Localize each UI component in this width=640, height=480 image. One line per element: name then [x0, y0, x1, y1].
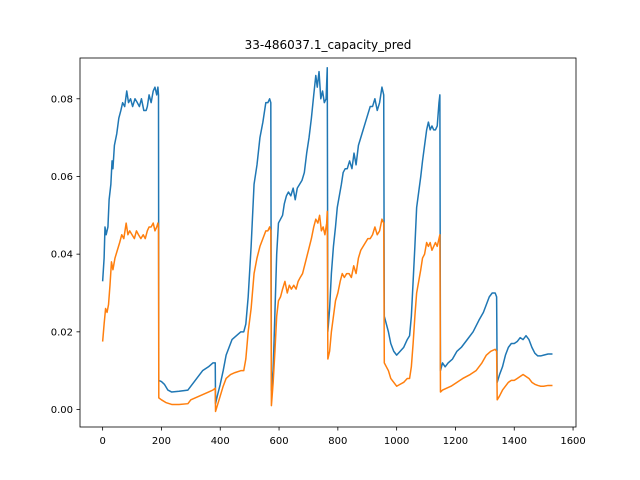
x-tick-label: 1400	[502, 436, 527, 447]
y-tick-label: 0.02	[51, 327, 73, 338]
x-tick-label: 1000	[384, 436, 409, 447]
x-axis-ticks: 0 200 400 600 800 1000 1200 1400 1600	[99, 427, 586, 447]
x-tick-label: 400	[211, 436, 230, 447]
y-tick-label: 0.06	[51, 172, 73, 183]
x-tick-label: 1200	[443, 436, 468, 447]
series-line-1	[101, 66, 553, 405]
x-tick-label: 600	[269, 436, 288, 447]
series-layer	[101, 66, 553, 413]
x-tick-label: 800	[328, 436, 347, 447]
x-tick-label: 1600	[560, 436, 585, 447]
y-tick-label: 0.08	[51, 94, 73, 105]
y-tick-label: 0.00	[51, 405, 73, 416]
y-axis-ticks: 0.00 0.02 0.04 0.06 0.08	[51, 94, 80, 416]
axes-frame	[79, 57, 577, 428]
y-tick-label: 0.04	[51, 250, 73, 261]
x-tick-label: 200	[152, 436, 171, 447]
chart-title: 33-486037.1_capacity_pred	[245, 38, 412, 52]
series-line-2	[101, 210, 553, 413]
x-tick-label: 0	[99, 436, 105, 447]
